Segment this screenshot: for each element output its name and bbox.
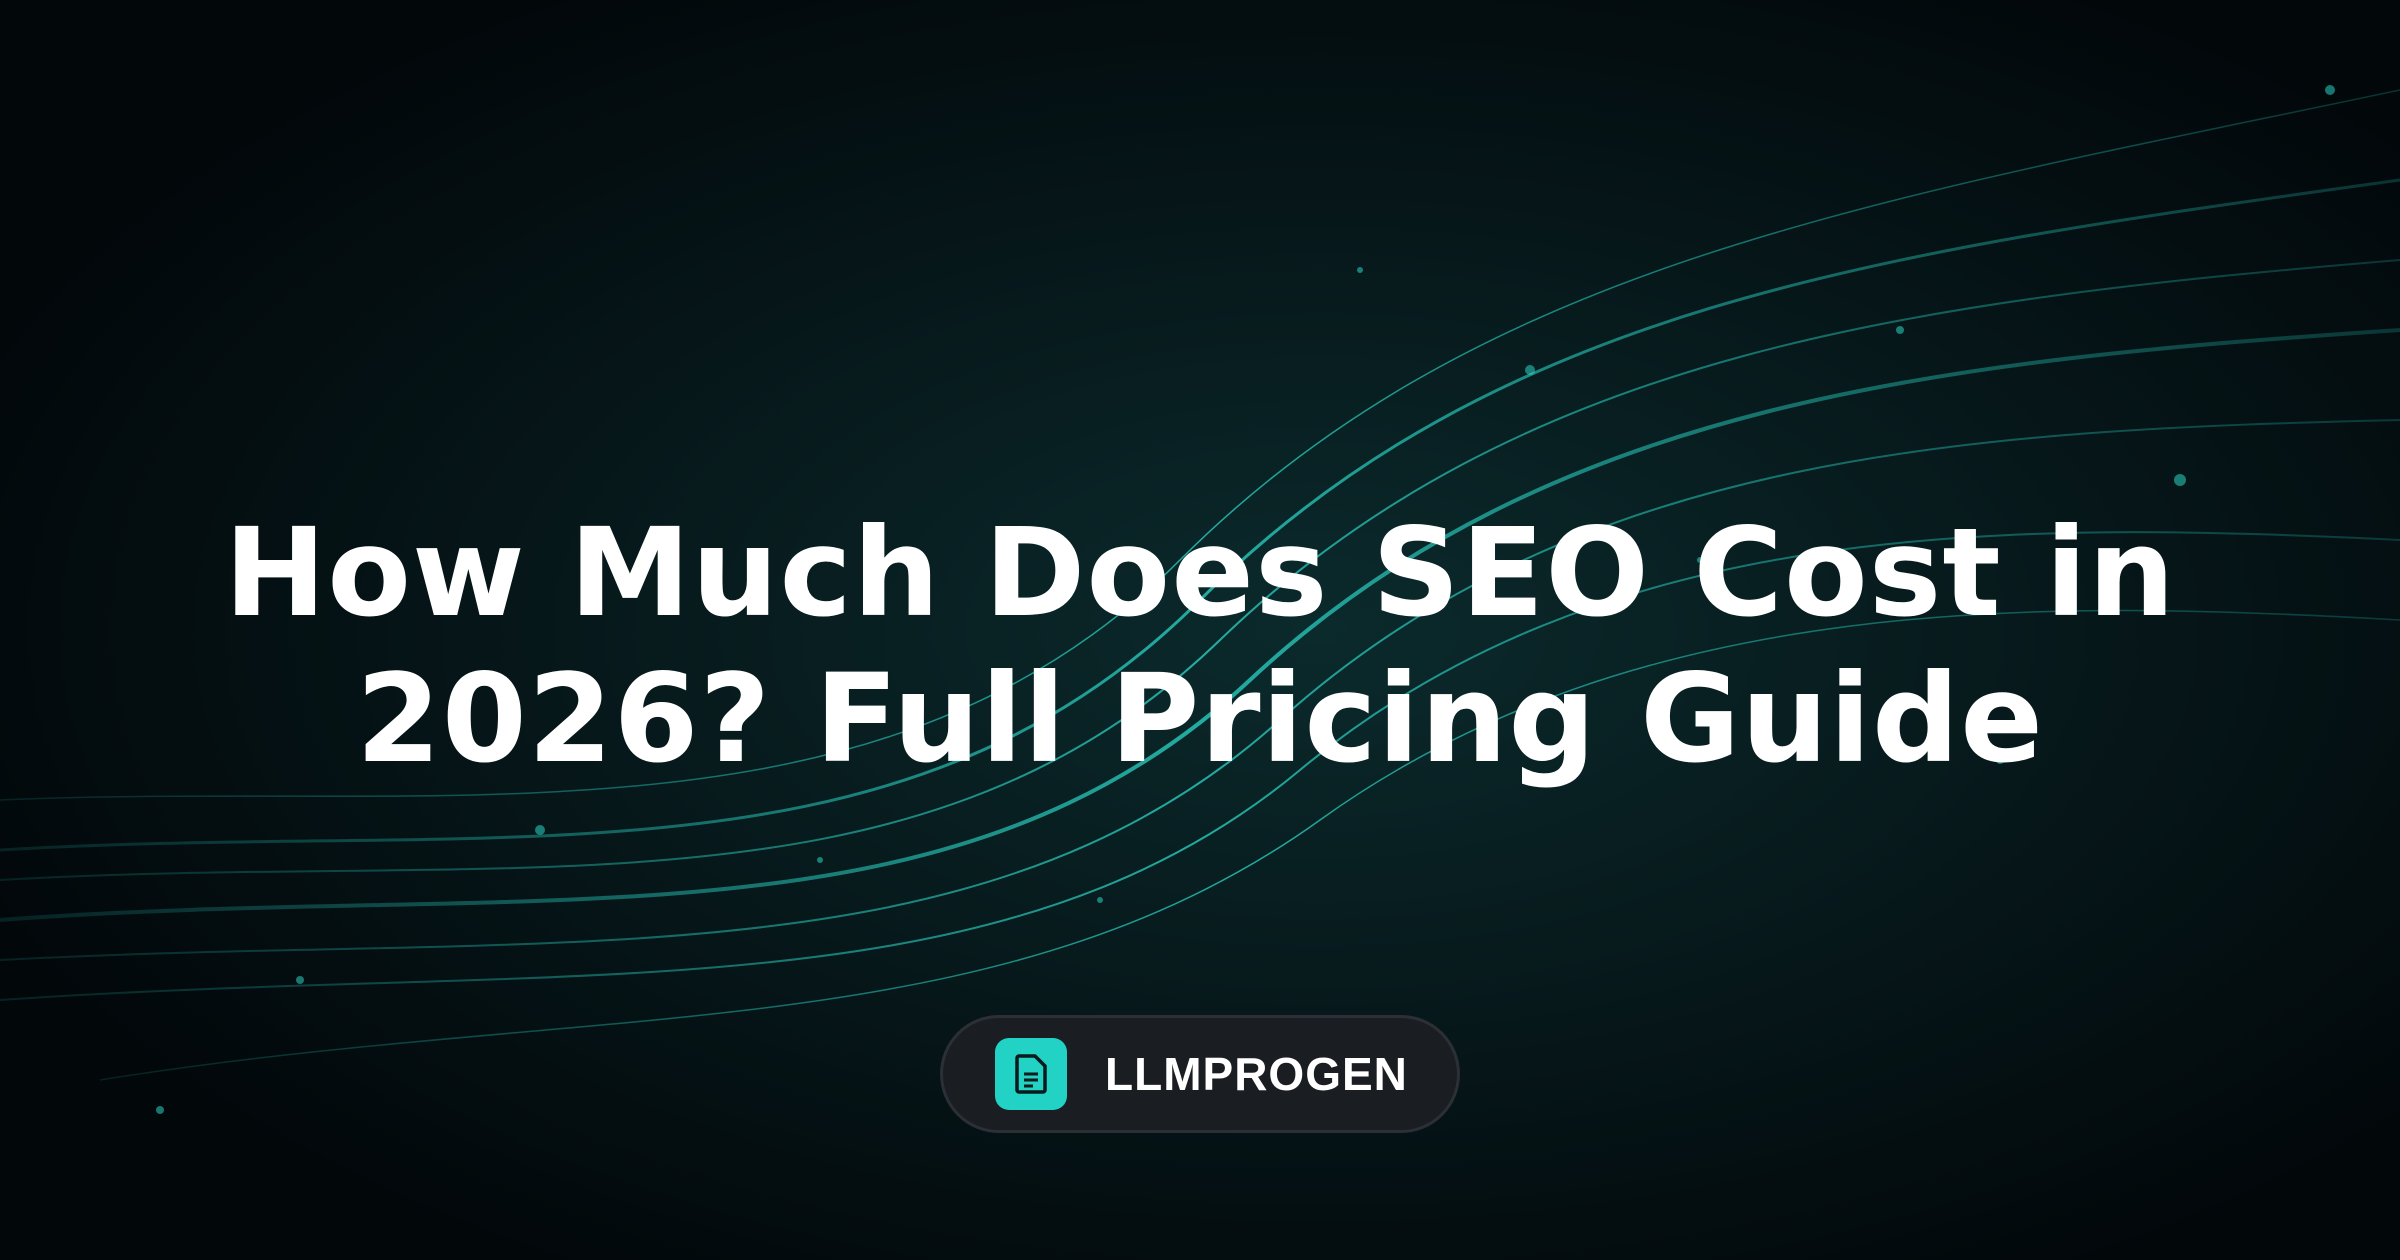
document-icon — [1015, 1054, 1047, 1094]
title-line: 2026? Full Pricing Guide — [355, 648, 2045, 790]
brand-name: LLMPROGEN — [1105, 1048, 1408, 1100]
brand-icon — [995, 1038, 1067, 1110]
brand-badge: LLMPROGEN — [940, 1015, 1460, 1133]
title-line: How Much Does SEO Cost in — [224, 502, 2176, 644]
title: How Much Does SEO Cost in 2026? Full Pri… — [0, 500, 2400, 792]
